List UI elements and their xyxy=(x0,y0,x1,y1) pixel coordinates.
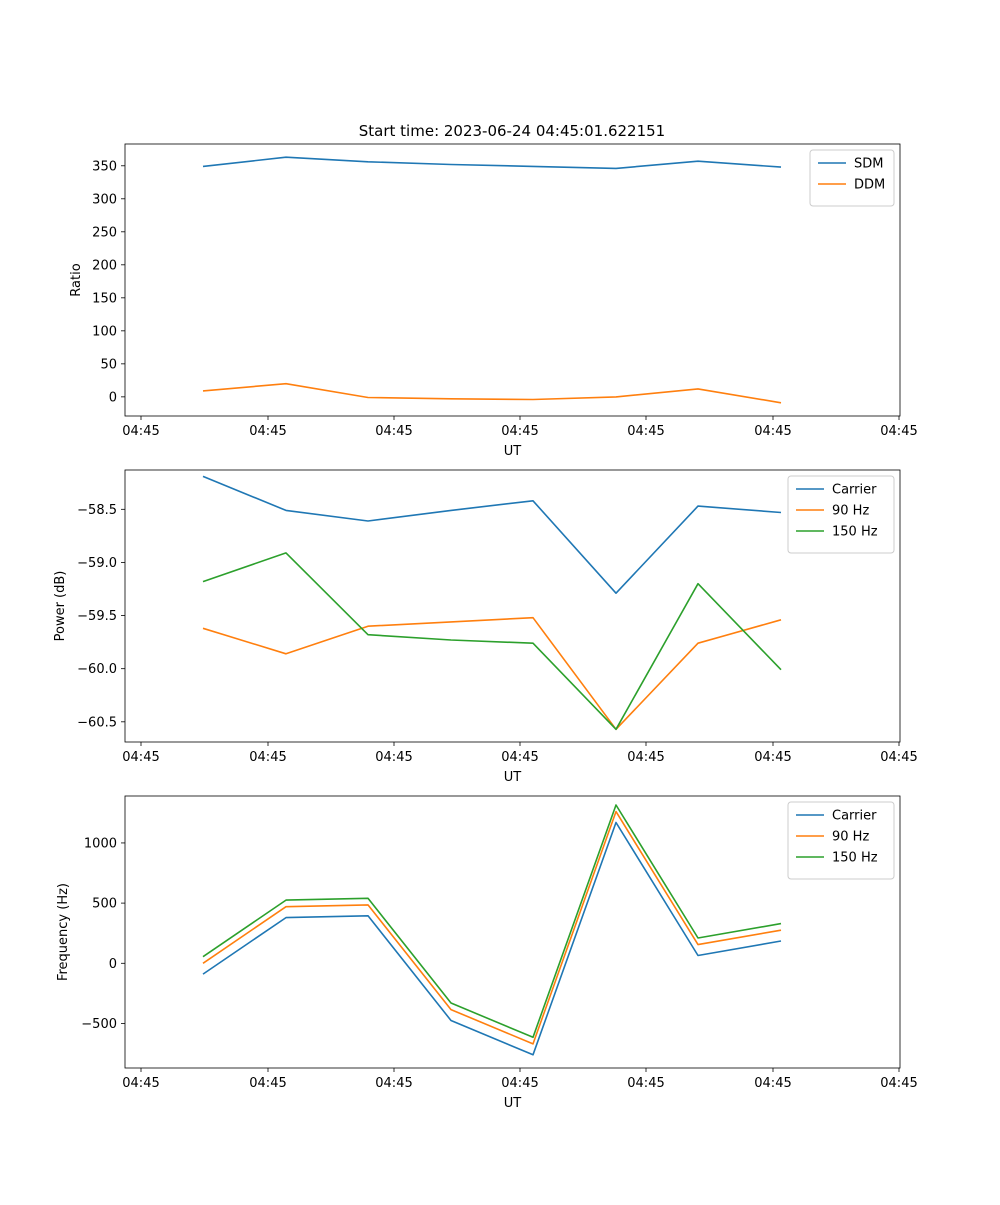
series-line-90-hz xyxy=(202,810,782,1045)
y-tick-label: 0 xyxy=(109,390,117,405)
y-tick-label: 300 xyxy=(92,192,117,207)
x-tick-label: 04:45 xyxy=(880,1076,917,1091)
legend-label-carrier: Carrier xyxy=(832,809,877,824)
x-tick-label: 04:45 xyxy=(627,1076,664,1091)
x-tick-label: 04:45 xyxy=(501,424,538,439)
x-tick-label: 04:45 xyxy=(754,424,791,439)
chart-panel-1: 04:45 04:45 04:45 04:45 04:45 04:45 04:45 UT 0 50… xyxy=(69,143,918,459)
x-tick-label: 04:45 xyxy=(754,1076,791,1091)
legend-box xyxy=(787,801,895,880)
series-line-90-hz xyxy=(202,616,782,731)
x-tick-label: 04:45 xyxy=(501,1076,538,1091)
y-tick-label: −60.0 xyxy=(77,662,117,677)
plot-frame xyxy=(124,795,901,1069)
legend-label-150-hz: 150 Hz xyxy=(832,525,878,540)
legend-label-90-hz: 90 Hz xyxy=(832,504,869,519)
legend-box xyxy=(809,149,895,207)
y-axis-label: Power (dB) xyxy=(53,571,68,642)
plot-frame xyxy=(124,143,901,417)
y-tick-label: 100 xyxy=(92,324,117,339)
x-tick-label: 04:45 xyxy=(249,1076,286,1091)
x-tick-label: 04:45 xyxy=(754,750,791,765)
legend: Carrier 90 Hz 150 Hz xyxy=(787,801,895,880)
y-tick-label: −59.0 xyxy=(77,556,117,571)
x-tick-label: 04:45 xyxy=(122,1076,159,1091)
series-line-150-hz xyxy=(202,804,782,1039)
y-tick-label: 500 xyxy=(92,897,117,912)
x-tick-label: 04:45 xyxy=(122,424,159,439)
y-tick-label: 150 xyxy=(92,291,117,306)
y-tick-label: −58.5 xyxy=(77,503,117,518)
chart-panel-3: 04:45 04:45 04:45 04:45 04:45 04:45 04:45 UT −50… xyxy=(56,795,918,1111)
y-tick-label: 200 xyxy=(92,258,117,273)
legend-label-150-hz: 150 Hz xyxy=(832,851,878,866)
y-axis-label: Ratio xyxy=(69,263,84,296)
series-line-sdm xyxy=(202,156,782,170)
series-line-150-hz xyxy=(202,552,782,731)
legend-label-90-hz: 90 Hz xyxy=(832,830,869,845)
chart-panel-2: 04:45 04:45 04:45 04:45 04:45 04:45 04:45 UT −60… xyxy=(53,469,918,785)
y-tick-label: −500 xyxy=(81,1017,117,1032)
legend: SDM DDM xyxy=(809,149,895,207)
y-tick-label: −60.5 xyxy=(77,715,117,730)
legend-label-carrier: Carrier xyxy=(832,483,877,498)
x-tick-label: 04:45 xyxy=(122,750,159,765)
x-tick-label: 04:45 xyxy=(627,424,664,439)
plot-frame xyxy=(124,469,901,743)
x-tick-label: 04:45 xyxy=(375,1076,412,1091)
x-axis-label: UT xyxy=(504,1096,522,1111)
y-tick-label: −59.5 xyxy=(77,609,117,624)
x-tick-label: 04:45 xyxy=(249,750,286,765)
legend-label-sdm: SDM xyxy=(854,157,883,172)
legend: Carrier 90 Hz 150 Hz xyxy=(787,475,895,554)
series-line-ddm xyxy=(202,382,782,404)
x-tick-label: 04:45 xyxy=(627,750,664,765)
x-tick-label: 04:45 xyxy=(501,750,538,765)
x-tick-label: 04:45 xyxy=(249,424,286,439)
y-tick-label: 250 xyxy=(92,225,117,240)
y-tick-label: 350 xyxy=(92,159,117,174)
y-tick-label: 50 xyxy=(100,357,117,372)
x-tick-label: 04:45 xyxy=(375,424,412,439)
legend-box xyxy=(787,475,895,554)
y-tick-label: 0 xyxy=(109,957,117,972)
series-line-carrier xyxy=(202,821,782,1056)
x-axis-label: UT xyxy=(504,770,522,785)
legend-label-ddm: DDM xyxy=(854,178,885,193)
y-tick-label: 1000 xyxy=(84,836,117,851)
x-tick-label: 04:45 xyxy=(880,424,917,439)
x-axis-label: UT xyxy=(504,444,522,459)
figure-title: Start time: 2023-06-24 04:45:01.622151 xyxy=(359,122,665,140)
y-axis-label: Frequency (Hz) xyxy=(56,883,71,981)
x-tick-label: 04:45 xyxy=(880,750,917,765)
series-line-carrier xyxy=(202,475,782,595)
x-tick-label: 04:45 xyxy=(375,750,412,765)
